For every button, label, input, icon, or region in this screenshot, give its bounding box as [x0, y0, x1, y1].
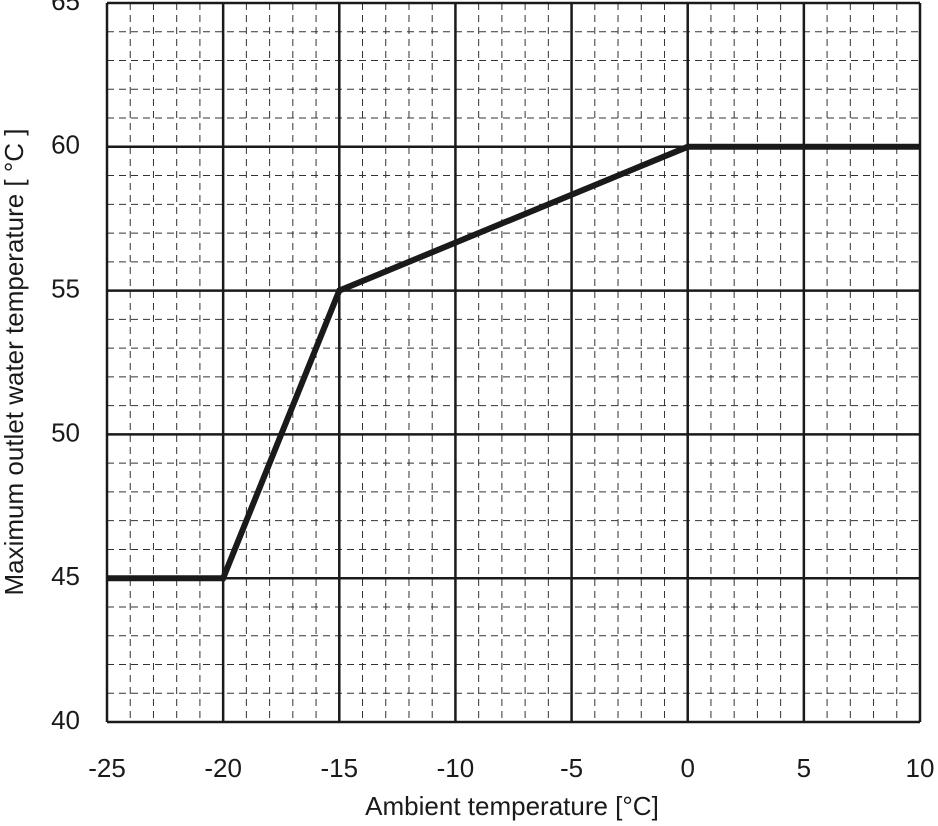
y-tick-label: 60 — [51, 130, 80, 160]
data-line — [107, 143, 920, 582]
x-axis-label: Ambient temperature [°C] — [365, 791, 659, 821]
x-tick-label: 0 — [680, 753, 694, 783]
y-axis-label: Maximum outlet water temperature [ °C ] — [0, 129, 29, 596]
x-tick-label: -10 — [437, 753, 475, 783]
x-tick-label: -15 — [320, 753, 358, 783]
x-tick-label: -5 — [560, 753, 583, 783]
x-tick-label: 5 — [797, 753, 811, 783]
x-tick-label: 10 — [906, 753, 935, 783]
y-tick-label: 45 — [51, 561, 80, 591]
y-tick-label: 55 — [51, 273, 80, 303]
y-tick-label: 50 — [51, 417, 80, 447]
y-tick-label: 65 — [51, 0, 80, 16]
x-tick-label: -25 — [88, 753, 126, 783]
x-tick-label: -20 — [204, 753, 242, 783]
y-tick-label: 40 — [51, 705, 80, 735]
